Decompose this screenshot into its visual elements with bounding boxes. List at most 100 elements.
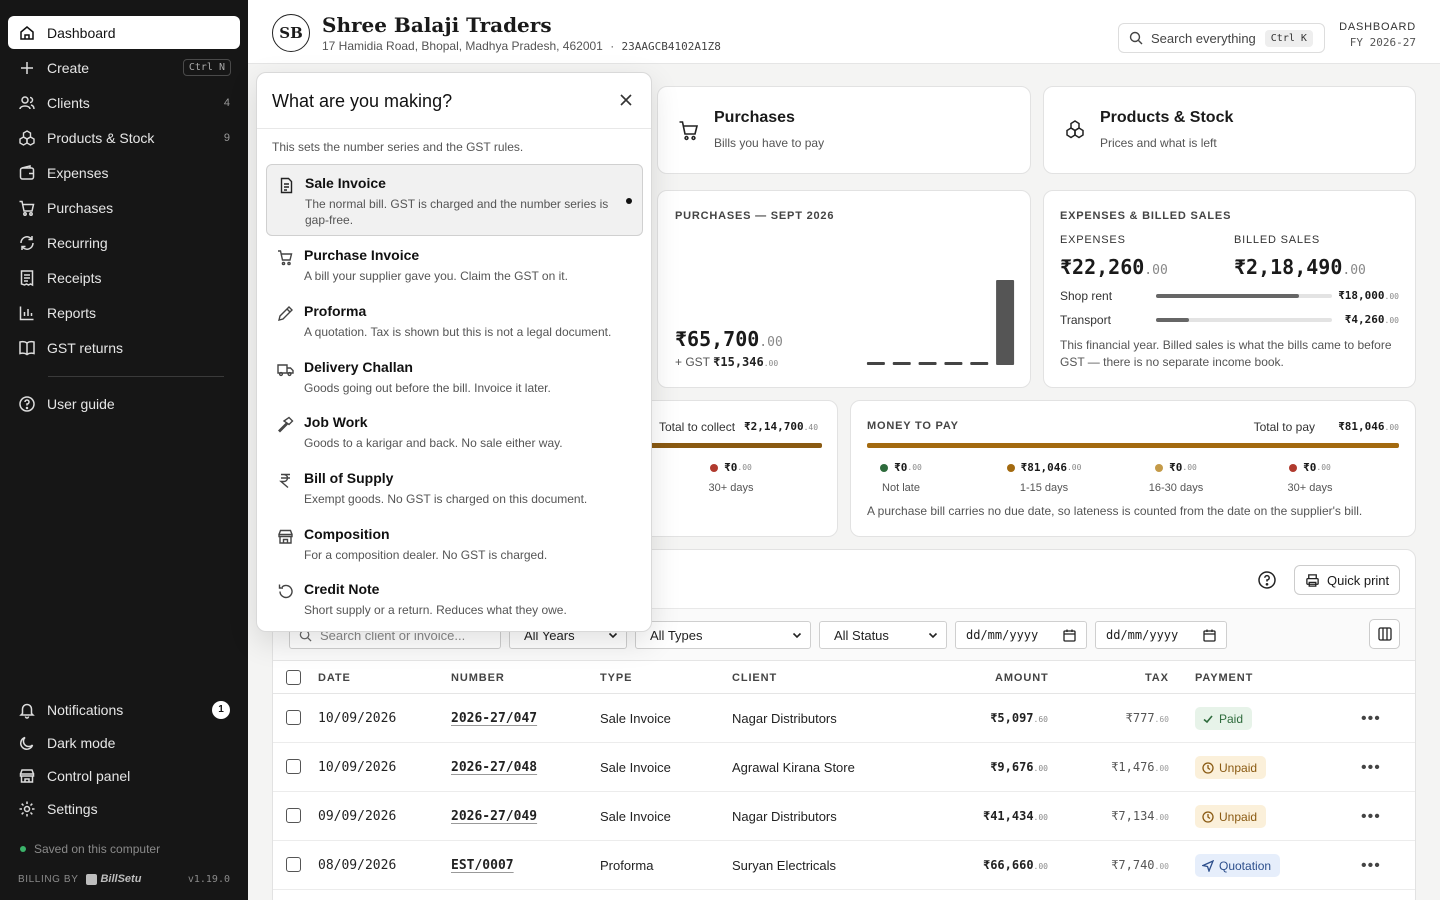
calendar-icon bbox=[1203, 629, 1216, 642]
date-placeholder: dd/mm/yyyy bbox=[966, 628, 1039, 642]
amount-decimal: .00 bbox=[1033, 862, 1048, 871]
quick-print-button[interactable]: Quick print bbox=[1294, 565, 1400, 595]
chart-bar bbox=[866, 362, 885, 365]
row-number-link[interactable]: 2026-27/049 bbox=[451, 809, 538, 824]
sidebar-item-gst-returns[interactable]: GST returns bbox=[8, 331, 240, 364]
row-amount: ₹9,676.00 bbox=[990, 760, 1048, 774]
option-purchase-invoice[interactable]: Purchase Invoice A bill your supplier ga… bbox=[266, 237, 643, 291]
shortcut-hint: Ctrl N bbox=[182, 59, 231, 76]
sidebar-item-clients[interactable]: Clients 4 bbox=[8, 86, 240, 119]
sidebar-item-label: Receipts bbox=[47, 269, 102, 286]
refresh-icon bbox=[18, 234, 36, 252]
quick-card-title: Purchases bbox=[714, 109, 795, 126]
chart-bar bbox=[892, 362, 911, 365]
sidebar-item-reports[interactable]: Reports bbox=[8, 296, 240, 329]
row-checkbox[interactable] bbox=[286, 808, 301, 823]
column-header-payment[interactable]: PAYMENT bbox=[1195, 672, 1254, 684]
sidebar-item-settings[interactable]: Settings bbox=[8, 792, 240, 825]
type-filter-select[interactable]: All Types bbox=[635, 621, 811, 649]
collect-progress-bar bbox=[597, 443, 822, 448]
quick-card-purchases[interactable]: Purchases Bills you have to pay bbox=[657, 86, 1031, 174]
bell-icon bbox=[18, 701, 36, 719]
row-number-link[interactable]: EST/0007 bbox=[451, 858, 514, 873]
chart-bar bbox=[996, 280, 1015, 365]
option-title: Delivery Challan bbox=[304, 359, 413, 375]
option-sale-invoice[interactable]: Sale Invoice The normal bill. GST is cha… bbox=[266, 164, 643, 236]
modal-divider bbox=[257, 128, 651, 129]
column-header-tax[interactable]: TAX bbox=[1145, 672, 1169, 684]
option-credit-note[interactable]: Credit Note Short supply or a return. Re… bbox=[266, 571, 643, 625]
date-from-input[interactable]: dd/mm/yyyy bbox=[955, 621, 1087, 649]
quick-card-products[interactable]: Products & Stock Prices and what is left bbox=[1043, 86, 1416, 174]
column-header-amount[interactable]: AMOUNT bbox=[995, 672, 1049, 684]
status-filter-select[interactable]: All Status bbox=[819, 621, 947, 649]
sidebar-item-label: Dark mode bbox=[47, 734, 116, 751]
table-row[interactable]: 10/09/2026 2026-27/048 Sale Invoice Agra… bbox=[273, 743, 1415, 792]
cart-icon bbox=[679, 121, 699, 141]
column-header-type[interactable]: TYPE bbox=[600, 672, 633, 684]
row-number-link[interactable]: 2026-27/047 bbox=[451, 711, 538, 726]
table-row[interactable]: 09/09/2026 2026-27/049 Sale Invoice Naga… bbox=[273, 792, 1415, 841]
expenses-label: EXPENSES bbox=[1060, 234, 1126, 246]
date-to-input[interactable]: dd/mm/yyyy bbox=[1095, 621, 1227, 649]
business-avatar: SB bbox=[272, 14, 310, 52]
sidebar-item-notifications[interactable]: Notifications 1 bbox=[8, 693, 240, 726]
page-header: SB Shree Balaji Traders 17 Hamidia Road,… bbox=[248, 0, 1440, 64]
status-text: Unpaid bbox=[1219, 760, 1258, 775]
sidebar-item-create[interactable]: Create Ctrl N bbox=[8, 51, 240, 84]
column-header-client[interactable]: CLIENT bbox=[732, 672, 778, 684]
row-actions-button[interactable]: ••• bbox=[1361, 759, 1381, 776]
billed-sales-label: BILLED SALES bbox=[1234, 234, 1321, 246]
option-bill-of-supply[interactable]: Bill of Supply Exempt goods. No GST is c… bbox=[266, 460, 643, 514]
option-description: Goods to a karigar and back. No sale eit… bbox=[304, 436, 563, 450]
row-amount: ₹66,660.00 bbox=[983, 858, 1048, 872]
option-description: For a composition dealer. No GST is char… bbox=[304, 548, 548, 562]
sidebar-item-receipts[interactable]: Receipts bbox=[8, 261, 240, 294]
bucket-value: ₹81,046 bbox=[1020, 461, 1067, 474]
expense-bar-fill bbox=[1156, 318, 1190, 322]
row-checkbox[interactable] bbox=[286, 759, 301, 774]
sidebar-item-expenses[interactable]: Expenses bbox=[8, 156, 240, 189]
sidebar-item-products[interactable]: Products & Stock 9 bbox=[8, 121, 240, 154]
row-checkbox[interactable] bbox=[286, 710, 301, 725]
row-client: Agrawal Kirana Store bbox=[732, 760, 855, 775]
saved-status: Saved on this computer bbox=[20, 842, 160, 856]
purchases-total-decimal: .00 bbox=[759, 335, 783, 350]
row-actions-button[interactable]: ••• bbox=[1361, 710, 1381, 727]
column-header-date[interactable]: DATE bbox=[318, 672, 351, 684]
close-icon[interactable] bbox=[619, 93, 633, 107]
sidebar-item-control-panel[interactable]: Control panel bbox=[8, 759, 240, 792]
sidebar-item-user-guide[interactable]: User guide bbox=[8, 387, 240, 420]
billsetu-logo: BillSetu bbox=[86, 873, 141, 885]
collect-total: ₹2,14,700.40 bbox=[744, 420, 818, 433]
help-button[interactable] bbox=[1257, 570, 1277, 590]
wallet-icon bbox=[18, 164, 36, 182]
column-header-number[interactable]: NUMBER bbox=[451, 672, 505, 684]
sidebar-item-recurring[interactable]: Recurring bbox=[8, 226, 240, 259]
option-delivery-challan[interactable]: Delivery Challan Goods going out before … bbox=[266, 349, 643, 403]
global-search[interactable]: Search everything Ctrl K bbox=[1118, 23, 1325, 53]
sidebar-item-dashboard[interactable]: Dashboard bbox=[8, 16, 240, 49]
sidebar-item-dark-mode[interactable]: Dark mode bbox=[8, 726, 240, 759]
expense-row-label: Shop rent bbox=[1060, 289, 1113, 303]
option-job-work[interactable]: Job Work Goods to a karigar and back. No… bbox=[266, 404, 643, 458]
pay-bucket: ₹0.00 30+ days bbox=[1255, 461, 1365, 494]
option-composition[interactable]: Composition For a composition dealer. No… bbox=[266, 516, 643, 570]
row-actions-button[interactable]: ••• bbox=[1361, 808, 1381, 825]
sidebar-item-purchases[interactable]: Purchases bbox=[8, 191, 240, 224]
select-all-checkbox[interactable] bbox=[286, 670, 301, 685]
table-row[interactable]: 08/09/2026 EST/0007 Proforma Suryan Elec… bbox=[273, 841, 1415, 890]
chevron-down-icon bbox=[608, 632, 618, 639]
columns-toggle-button[interactable] bbox=[1369, 619, 1400, 649]
bucket-label: 16-30 days bbox=[1148, 482, 1204, 494]
option-title: Proforma bbox=[304, 303, 367, 319]
table-row[interactable]: 10/09/2026 2026-27/047 Sale Invoice Naga… bbox=[273, 694, 1415, 743]
collect-total-decimal: .40 bbox=[803, 423, 819, 432]
bucket-amount: ₹0.00 bbox=[853, 461, 949, 474]
row-checkbox[interactable] bbox=[286, 857, 301, 872]
financial-year: FY 2026-27 bbox=[1349, 36, 1416, 49]
option-proforma[interactable]: Proforma A quotation. Tax is shown but t… bbox=[266, 293, 643, 347]
row-actions-button[interactable]: ••• bbox=[1361, 857, 1381, 874]
row-number-link[interactable]: 2026-27/048 bbox=[451, 760, 538, 775]
collect-bucket: ₹0.00 30+ days bbox=[691, 461, 771, 494]
